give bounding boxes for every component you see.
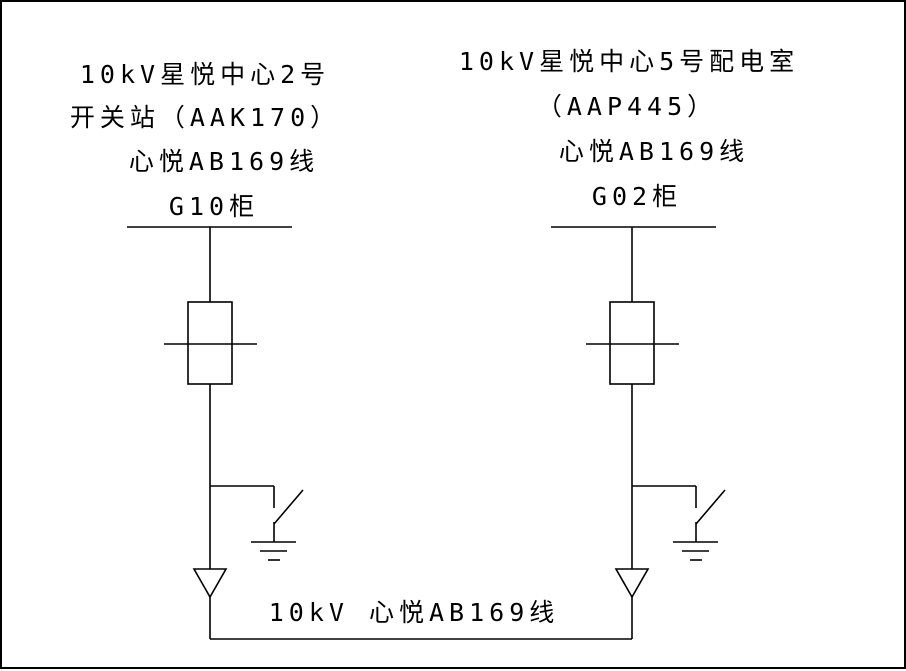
cable-label: 10kV 心悦AB169线 (268, 598, 560, 627)
left-feeder-symbols (127, 226, 304, 639)
left-station-name-line1: 10kV星悦中心2号 (79, 60, 331, 89)
right-station-name-line2: （AAP445） (536, 92, 718, 121)
right-feeder-symbols (551, 226, 726, 639)
right-cable-termination (614, 568, 650, 599)
right-feeder-label: 心悦AB169线 (558, 137, 750, 166)
left-station-name-line2: 开关站（AAK170） (69, 103, 341, 132)
right-station-name-line1: 10kV星悦中心5号配电室 (458, 47, 800, 76)
left-cable-termination (192, 568, 228, 599)
right-breaker (609, 301, 655, 385)
right-earth-switch-blade (695, 489, 726, 525)
right-cabinet-label: G02柜 (591, 182, 683, 211)
left-feeder-label: 心悦AB169线 (128, 147, 320, 176)
left-cabinet-label: G10柜 (168, 192, 260, 221)
left-breaker (187, 301, 233, 385)
left-earth-switch-blade (273, 489, 304, 525)
